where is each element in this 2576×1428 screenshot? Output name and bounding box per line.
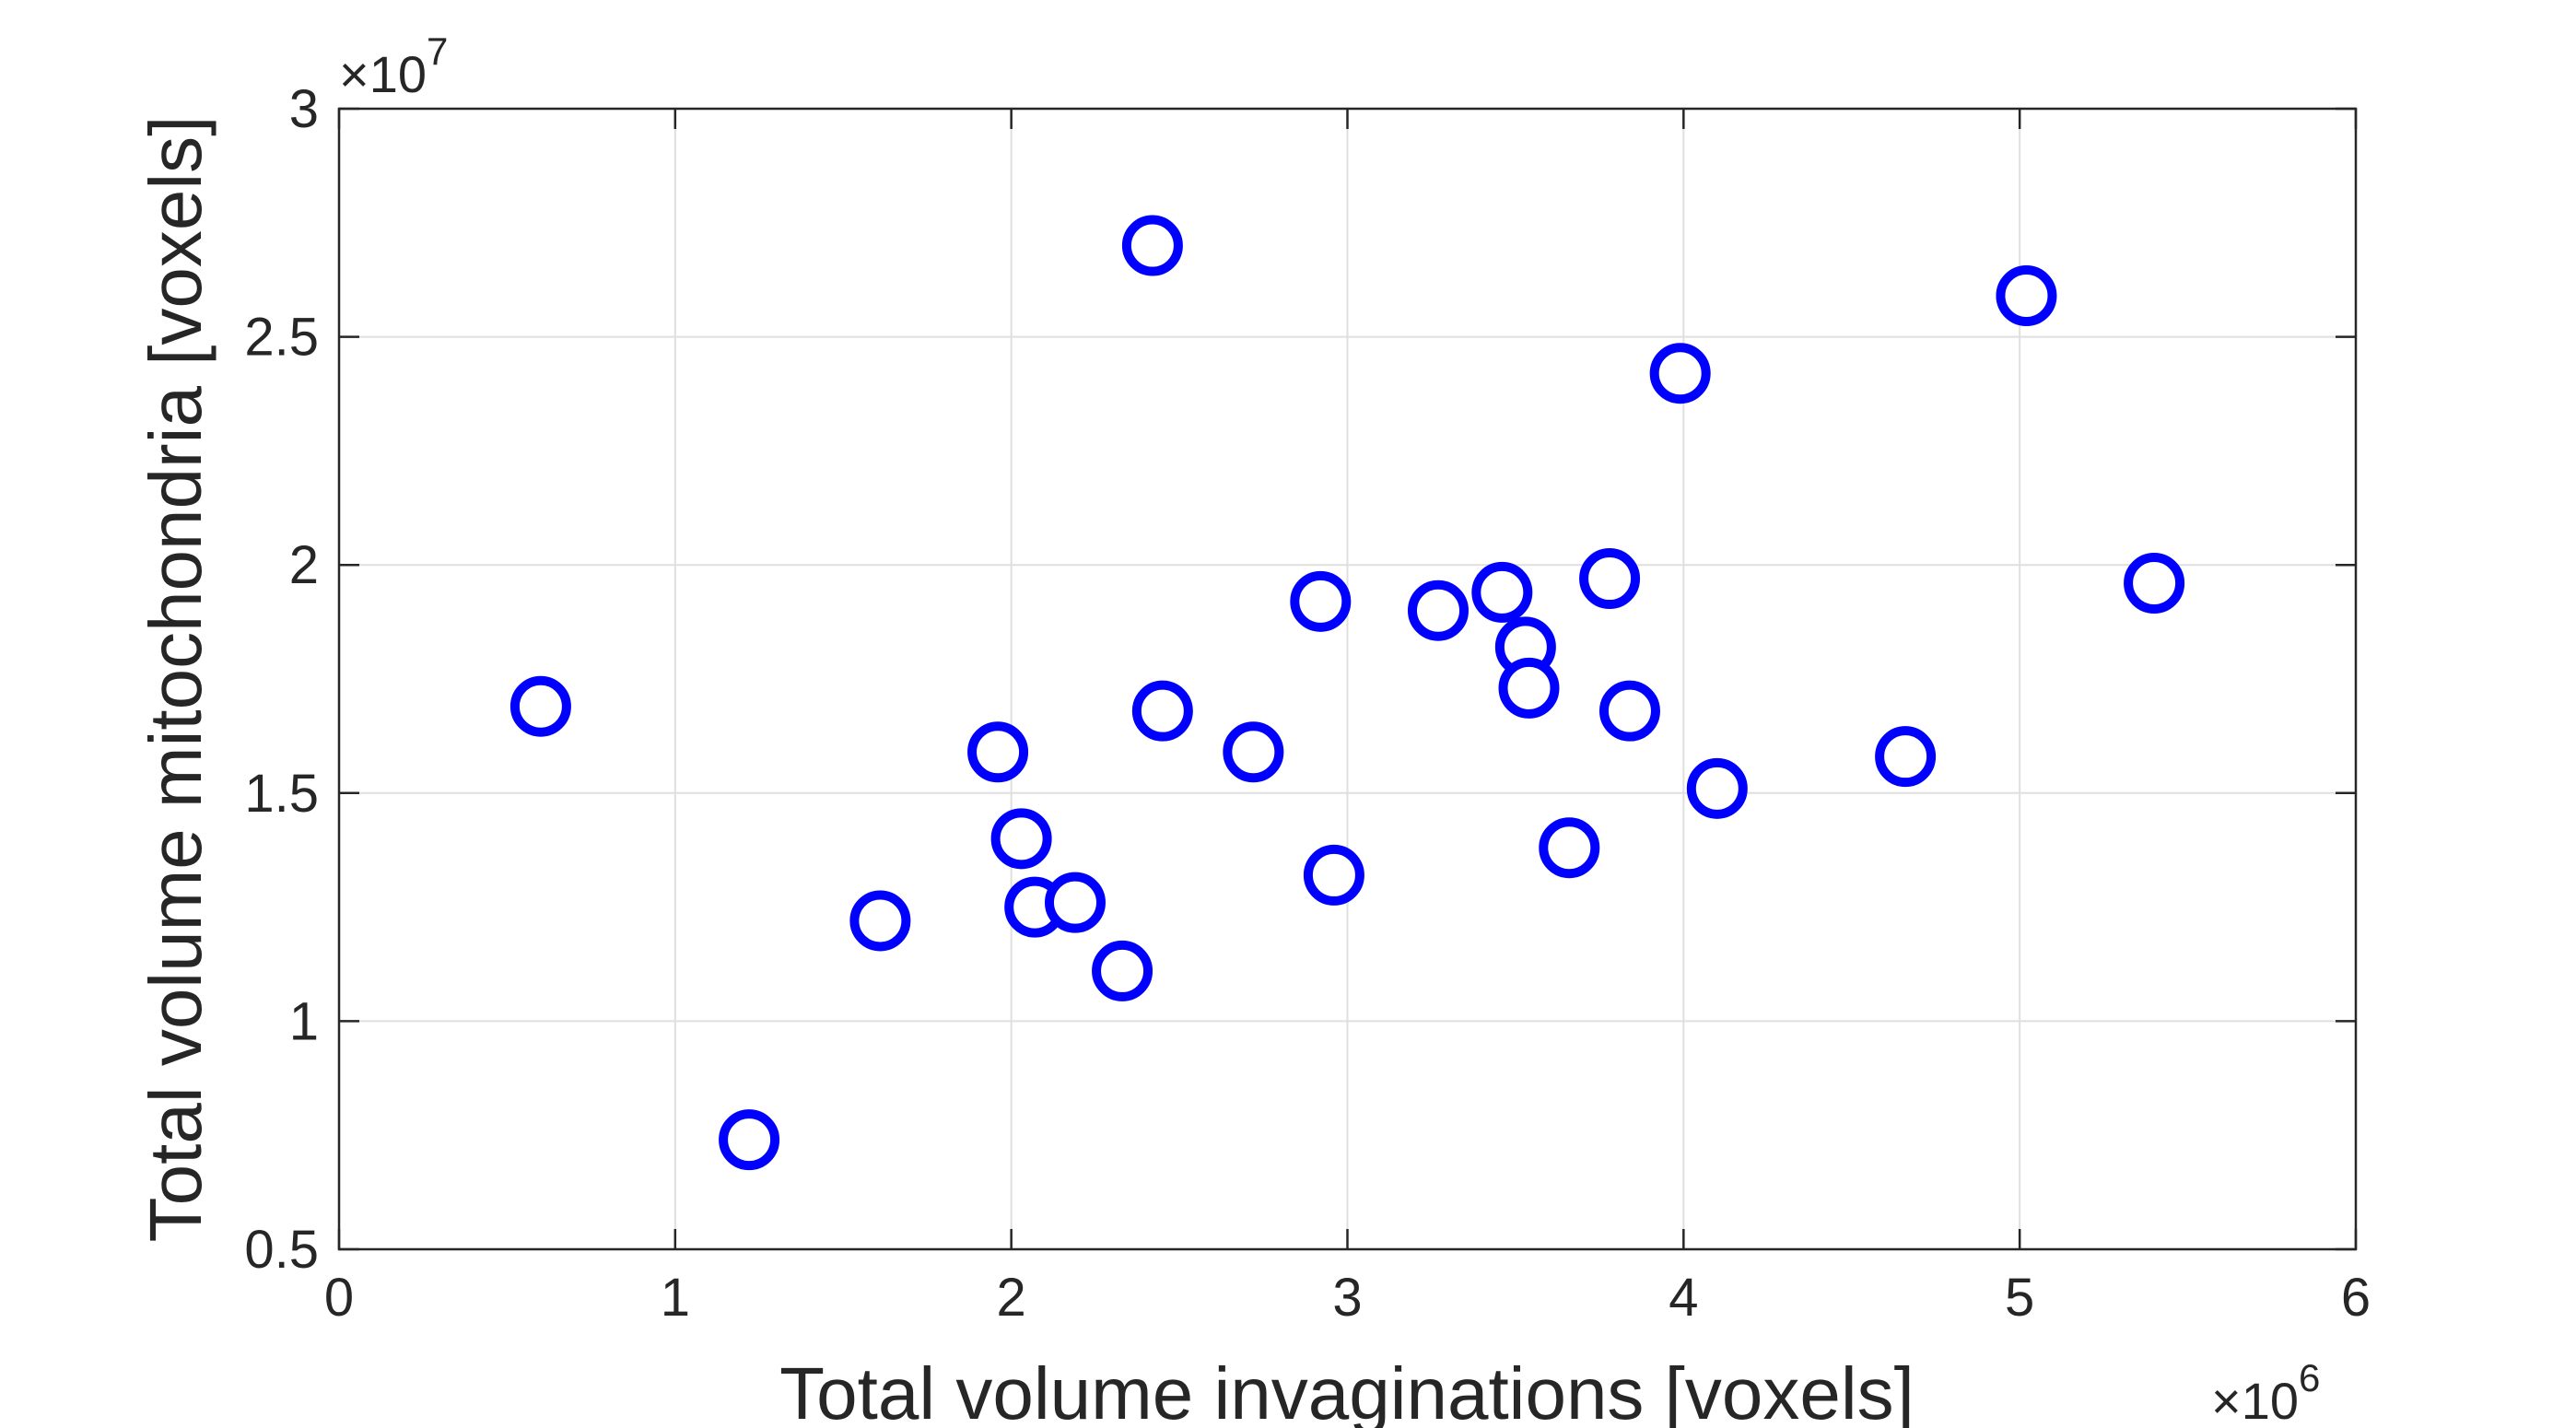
x-tick-label: 0 <box>324 1268 354 1328</box>
y-tick-label: 2 <box>289 535 319 595</box>
data-point <box>990 808 1052 870</box>
data-point <box>1498 657 1560 719</box>
y-tick-label: 3 <box>289 79 319 139</box>
data-point <box>2124 553 2185 615</box>
y-tick-label: 1.5 <box>244 764 319 824</box>
data-point <box>1044 872 1106 933</box>
data-point <box>509 675 571 737</box>
data-point <box>1686 757 1748 819</box>
data-point <box>1598 680 1660 742</box>
data-point <box>1471 561 1533 623</box>
data-point <box>719 1109 780 1171</box>
data-point <box>1223 721 1284 783</box>
y-exponent-power: 7 <box>427 29 448 73</box>
data-point <box>1408 579 1469 641</box>
x-tick-label: 5 <box>2005 1268 2034 1328</box>
y-exponent-multiplier: ×107 <box>339 29 448 103</box>
data-point <box>1303 844 1364 906</box>
data-point <box>1649 343 1711 404</box>
y-axis-label: Total volume mitochondria [voxels] <box>135 116 217 1243</box>
y-tick-label: 2.5 <box>244 308 319 368</box>
data-point <box>1875 726 1937 788</box>
data-point <box>1290 570 1352 632</box>
x-tick-label: 1 <box>661 1268 690 1328</box>
data-point <box>849 890 911 952</box>
data-point <box>1996 265 2057 327</box>
data-point <box>1579 548 1641 610</box>
x-axis-label: Total volume invaginations [voxels] <box>779 1352 1914 1428</box>
x-tick-label: 4 <box>1669 1268 1698 1328</box>
data-point <box>1092 940 1153 1001</box>
x-tick-label: 3 <box>1332 1268 1362 1328</box>
y-tick-label: 1 <box>289 991 319 1051</box>
x-tick-labels: 0 1 2 3 4 5 6 <box>324 1268 2371 1328</box>
x-tick-label: 2 <box>997 1268 1026 1328</box>
x-exponent-multiplier: ×106 <box>2211 1356 2320 1428</box>
data-point <box>967 721 1029 783</box>
y-tick-label: 0.5 <box>244 1220 319 1280</box>
data-points <box>509 215 2185 1171</box>
data-point <box>1121 215 1183 276</box>
x-exponent-power: 6 <box>2299 1356 2320 1399</box>
y-tick-labels: 0.5 1 1.5 2 2.5 3 <box>244 79 319 1280</box>
x-tick-label: 6 <box>2341 1268 2371 1328</box>
data-point <box>1131 680 1193 742</box>
plot-border <box>337 107 2358 1251</box>
data-point <box>1539 817 1600 879</box>
